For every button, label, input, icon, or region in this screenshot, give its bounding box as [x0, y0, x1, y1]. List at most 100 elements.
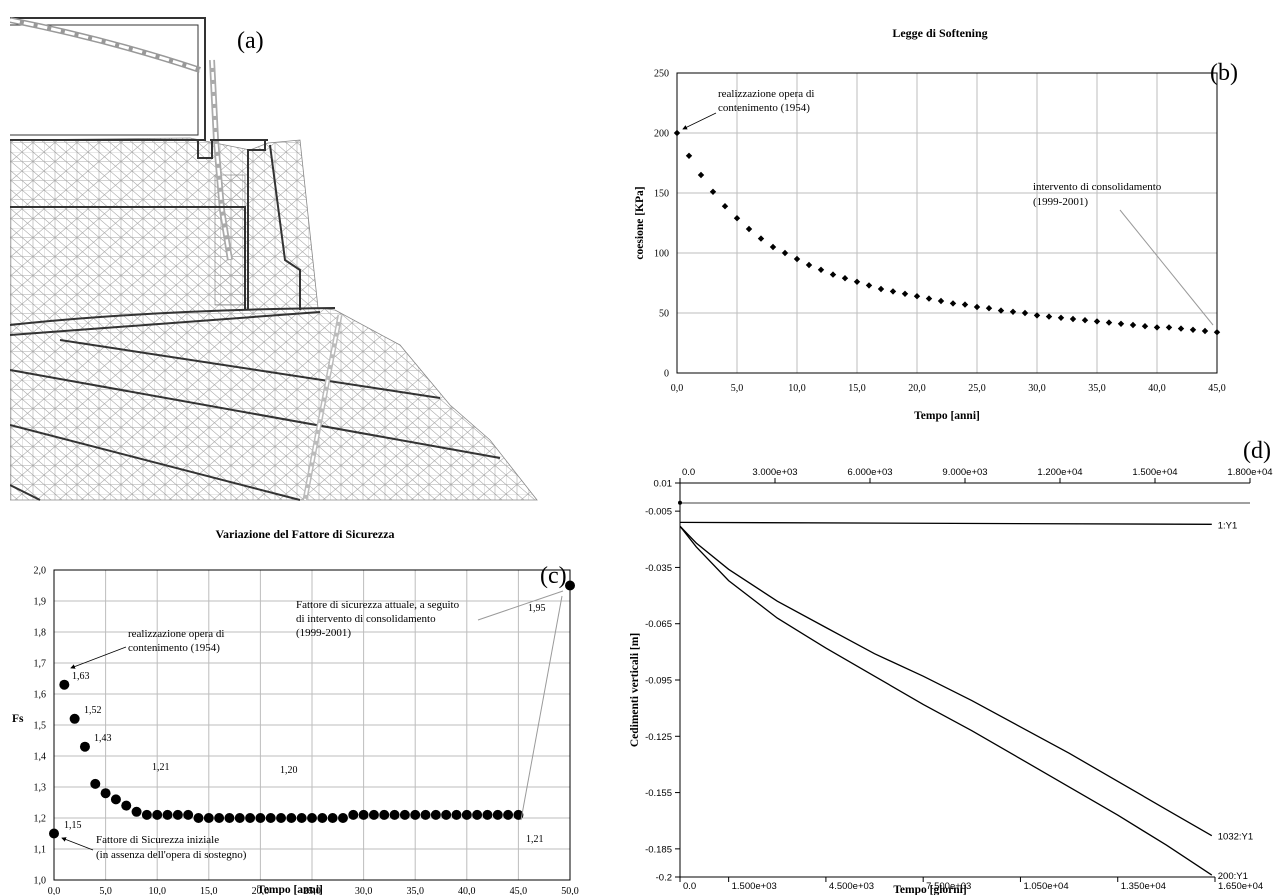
- stratum-3: [59, 339, 441, 399]
- chart-c-point: [141, 809, 152, 820]
- chart-d-y-ticks: 0.01 -0.005 -0.035 -0.065 -0.095 -0.125 -0.155…: [645, 479, 680, 884]
- chart-b-x-tick-label: 25,0: [968, 383, 986, 394]
- chart-b-point: [937, 297, 945, 305]
- building-inner: [10, 24, 199, 136]
- chart-c-point: [224, 813, 235, 823]
- chart-b-point: [865, 282, 873, 289]
- chart-c-x-tick-label: 20,0: [252, 886, 270, 895]
- chart-b-point: [721, 203, 729, 210]
- chart-d-bottom-tick-label: 4.500e+03: [829, 881, 874, 892]
- chart-b-point: [1105, 319, 1113, 326]
- chart-b-y-tick-label: 0: [664, 369, 669, 380]
- chart-b-y-tick-label: 150: [654, 189, 669, 200]
- chart-c-point: [286, 813, 297, 823]
- chart-c-point: [565, 580, 575, 591]
- chart-c-point: [100, 788, 111, 799]
- slab-band: [10, 17, 201, 73]
- chart-b-point: [1153, 324, 1161, 331]
- chart-b-x-tick-label: 30,0: [1028, 383, 1046, 394]
- chart-d-series-label: 200:Y1: [1218, 871, 1248, 882]
- chart-c-point: [276, 813, 287, 823]
- chart-d-line-1032-y1: [679, 525, 1213, 837]
- chart-b-point: [1141, 323, 1149, 330]
- chart-b-point: [925, 295, 933, 302]
- chart-b-x-tick-label: 20,0: [908, 383, 926, 394]
- chart-b-y-tick-label: 200: [654, 129, 669, 140]
- chart-c-y-tick-label: 1,6: [34, 690, 47, 701]
- chart-b-plot-area: [676, 72, 1218, 374]
- chart-b-y-tick-label: 250: [654, 69, 669, 80]
- chart-b-point: [853, 278, 861, 285]
- chart-b-x-ticks: 0,0 5,0 10,0 15,0 20,0 25,0 30,0 35,0 40,0 45,0: [671, 383, 1226, 394]
- chart-b-ylabel: coesione [KPa]: [634, 186, 646, 259]
- chart-c-y-tick-label: 1,4: [34, 752, 47, 763]
- chart-b-point: [697, 171, 705, 179]
- chart-d-xlabel: Tempo [giorni]: [893, 884, 966, 895]
- chart-d-bottom-tick-label: 0.0: [683, 881, 696, 892]
- chart-c-point: [121, 800, 132, 811]
- chart-c-x-ticks: 0,0 5,0 10,0 15,0 20,0 25,0 30,0 35,0 40,0 45,0 50…: [48, 886, 579, 895]
- diagonal-band-inner: [304, 314, 341, 501]
- chart-c-x-tick-label: 30,0: [355, 886, 373, 895]
- chart-d-y-tick-label: -0.155: [645, 788, 672, 799]
- chart-b-x-tick-label: 45,0: [1208, 383, 1226, 394]
- chart-b-point: [1081, 317, 1089, 324]
- building-outline: [10, 17, 206, 141]
- chart-c-point: [451, 809, 462, 820]
- chart-c-point: [255, 813, 266, 823]
- chart-c-annotation-3-arrow: [61, 837, 94, 851]
- chart-c-x-tick-label: 0,0: [48, 886, 61, 895]
- retaining-wall-back: [247, 140, 301, 310]
- chart-b-annotation-1b: contenimento (1954): [718, 102, 810, 114]
- stratum-1: [10, 307, 336, 326]
- chart-c-point: [49, 828, 59, 839]
- chart-c-annotation-1-arrow: [70, 646, 127, 669]
- chart-c-point: [358, 809, 369, 820]
- chart-c-point: [90, 778, 101, 789]
- chart-b-xlabel: Tempo [anni]: [914, 410, 980, 422]
- chart-b-x-tick-label: 40,0: [1148, 383, 1166, 394]
- chart-c-point: [193, 813, 204, 823]
- chart-b-point: [1057, 314, 1065, 321]
- chart-c-title: Variazione del Fattore di Sicurezza: [215, 527, 394, 541]
- slab-band-inner: [10, 18, 201, 72]
- chart-b-annotation-2-arrow: [1119, 209, 1214, 326]
- chart-c-point: [441, 809, 452, 820]
- chart-b-annotation-2b: (1999-2001): [1033, 196, 1088, 208]
- chart-b-point: [913, 293, 921, 300]
- chart-b-title: Legge di Softening: [892, 26, 987, 40]
- chart-c-x-tick-label: 35,0: [406, 886, 424, 895]
- chart-d-top-x-ticks: 0.0 3.000e+03 6.000e+03 9.000e+03 1.200e+04 1…: [679, 467, 1273, 483]
- chart-d-series-labels: 1:Y1 1032:Y1 200:Y1: [1218, 520, 1253, 882]
- chart-c-point: [513, 809, 524, 820]
- chart-c-data-label-5: 1,21: [152, 762, 170, 773]
- chart-b-point: [829, 271, 837, 278]
- chart-d-top-tick-label: 0.0: [682, 467, 695, 478]
- chart-c-x-tick-label: 10,0: [148, 886, 166, 895]
- chart-d-bottom-tick-label: 7.500e+03: [926, 881, 971, 892]
- chart-d-bottom-x-ticks: 0.0 1.500e+03 4.500e+03 7.500e+03 1.050e+04 1…: [679, 877, 1263, 892]
- chart-c-point: [307, 813, 317, 823]
- chart-b-point: [1069, 315, 1077, 323]
- chart-c-y-tick-label: 1,0: [34, 876, 47, 887]
- chart-c-y-tick-label: 1,5: [34, 721, 47, 732]
- chart-c-data-label-1: 1,15: [64, 820, 82, 831]
- chart-c-x-tick-label: 50,0: [561, 886, 579, 895]
- chart-c-data-label-3: 1,52: [84, 705, 102, 716]
- chart-c-y-ticks: 1,0 1,1 1,2 1,3 1,4 1,5 1,6 1,7 1,8 1,9 2,0: [34, 566, 47, 887]
- chart-d-y-tick-label: -0.185: [645, 844, 672, 855]
- chart-d-y-tick-label: -0.125: [645, 732, 672, 743]
- chart-d-top-tick-label: 6.000e+03: [847, 467, 892, 478]
- chart-d-line-1-y1: [679, 521, 1212, 525]
- chart-d-series-label: 1:Y1: [1218, 520, 1238, 531]
- stratum-6: [10, 484, 41, 501]
- chart-c-point: [399, 809, 410, 820]
- chart-b-point: [1213, 329, 1221, 336]
- chart-c-plot-area: [53, 569, 571, 881]
- chart-d-top-tick-label: 1.800e+04: [1227, 467, 1272, 478]
- chart-c-points: [49, 580, 575, 839]
- chart-b-point: [877, 285, 885, 293]
- panel-d-chart: (d) 0.0 3.000e+03 6.000e+03 9.000e+03 1.200e…: [629, 438, 1273, 895]
- chart-c-annotation-2-arrow: [477, 590, 564, 621]
- chart-c-annotation-3: Fattore di Sicurezza iniziale: [96, 834, 219, 846]
